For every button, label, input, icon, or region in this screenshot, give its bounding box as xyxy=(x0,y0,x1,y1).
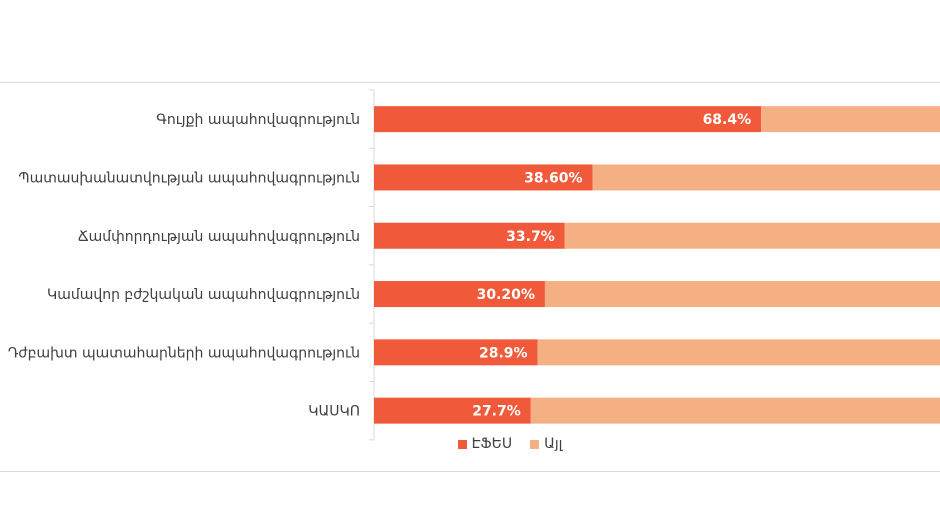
legend-label-other: Այլ xyxy=(544,436,563,452)
data-label: 68.4% xyxy=(703,112,752,128)
bar-other xyxy=(544,281,940,308)
bar-other xyxy=(592,164,940,191)
data-label: 30.20% xyxy=(477,287,535,303)
category-label: Դժբախտ պատահարների ապահովագրություն xyxy=(8,345,360,361)
bar-efes xyxy=(374,339,538,366)
legend-item-other: Այլ xyxy=(530,436,562,452)
data-label: 28.9% xyxy=(479,345,528,361)
data-label: 33.7% xyxy=(506,229,555,245)
bar-other xyxy=(761,106,940,133)
bar-efes xyxy=(374,164,593,191)
category-label: Պատասխանատվության ապահովագրություն xyxy=(18,170,360,186)
category-label: ԿԱՍԿՈ xyxy=(308,404,360,420)
legend-label-efes: ԷՖԵՍ xyxy=(471,436,513,452)
bar-efes xyxy=(374,222,565,249)
data-label: 38.60% xyxy=(524,170,582,186)
bar-other xyxy=(564,222,940,249)
bar-other xyxy=(537,339,940,366)
legend-item-efes: ԷՖԵՍ xyxy=(457,436,513,452)
bar-efes xyxy=(374,106,762,133)
top-divider xyxy=(0,82,940,83)
legend-swatch-efes xyxy=(457,439,467,449)
category-label: Կամավոր բժշկական ապահովագրություն xyxy=(47,287,360,303)
data-label: 27.7% xyxy=(472,404,521,420)
bar-efes xyxy=(374,281,545,308)
category-label: Ճամփորդության ապահովագրություն xyxy=(78,229,360,245)
category-label: Գույքի ապահովագրություն xyxy=(156,112,360,128)
bar-efes xyxy=(374,397,531,424)
bottom-divider xyxy=(0,471,940,472)
legend: ԷՖԵՍ Այլ xyxy=(0,436,940,452)
legend-swatch-other xyxy=(530,439,540,449)
bar-other xyxy=(530,397,940,424)
